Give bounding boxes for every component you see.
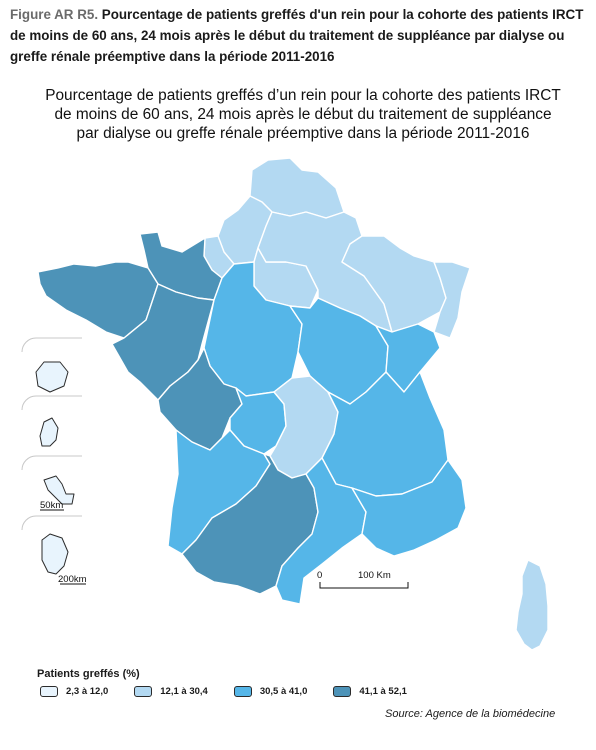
region-midi-pyrenees[interactable] (181, 453, 319, 595)
region-corse[interactable] (515, 559, 549, 651)
legend-item-4: 41,1 à 52,1 (333, 686, 407, 697)
map-title-line-3: par dialyse ou greffe rénale préemptive … (76, 125, 530, 142)
overseas-reunion[interactable] (35, 361, 69, 393)
legend-label-3: 30,5 à 41,0 (259, 686, 308, 697)
legend-item-2: 12,1 à 30,4 (134, 686, 208, 697)
overseas-frame-2 (21, 395, 82, 411)
figure-label: Figure AR R5. (10, 7, 99, 22)
scale-bar-end-label: 100 Km (358, 570, 391, 581)
overseas-guyane[interactable] (41, 533, 69, 575)
overseas-frame-3 (21, 455, 82, 471)
legend-label-4: 41,1 à 52,1 (359, 686, 407, 697)
legend: 2,3 à 12,0 12,1 à 30,4 30,5 à 41,0 41,1 … (40, 686, 407, 697)
overseas-scale-small-label: 50km (40, 500, 63, 511)
region-franche-comte[interactable] (375, 323, 441, 393)
region-paca[interactable] (351, 459, 467, 557)
legend-swatch-2 (134, 686, 153, 697)
figure-caption: Figure AR R5. Pourcentage de patients gr… (10, 4, 590, 67)
scale-bar-line (319, 582, 409, 589)
legend-title: Patients greffés (%) (37, 668, 140, 680)
legend-label-1: 2,3 à 12,0 (66, 686, 109, 697)
region-poitou-charentes[interactable] (157, 347, 243, 451)
region-alsace[interactable] (433, 261, 471, 339)
scale-bar-start-label: 0 (317, 570, 322, 581)
legend-item-1: 2,3 à 12,0 (40, 686, 108, 697)
overseas-guadeloupe[interactable] (43, 475, 75, 505)
legend-item-3: 30,5 à 41,0 (233, 686, 308, 697)
map-title-line-1: Pourcentage de patients greffés d’un rei… (45, 87, 561, 104)
overseas-frame-1 (21, 337, 82, 353)
overseas-scale-large-label: 200km (58, 574, 87, 585)
overseas-martinique[interactable] (39, 417, 59, 447)
legend-label-2: 12,1 à 30,4 (160, 686, 208, 697)
region-languedoc-roussillon[interactable] (275, 457, 367, 605)
map-title: Pourcentage de patients greffés d’un rei… (20, 86, 586, 143)
overseas-frame-4 (21, 515, 82, 531)
map-title-line-2: de moins de 60 ans, 24 mois après le déb… (54, 106, 552, 123)
legend-swatch-3 (233, 686, 252, 697)
source-note: Source: Agence de la biomédecine (385, 708, 556, 720)
legend-swatch-4 (333, 686, 352, 697)
legend-swatch-1 (40, 686, 58, 697)
region-limousin[interactable] (229, 387, 287, 455)
figure-caption-text: Pourcentage de patients greffés d'un rei… (10, 7, 584, 64)
